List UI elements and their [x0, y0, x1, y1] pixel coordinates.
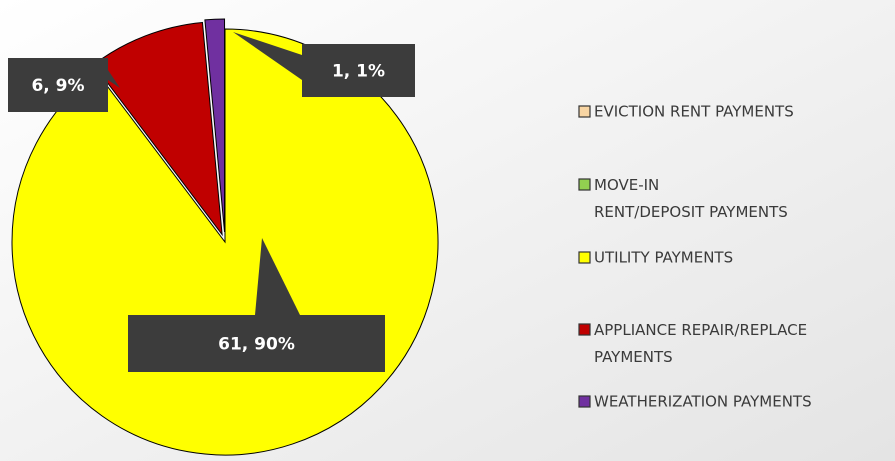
legend-swatch — [578, 395, 591, 408]
pie-slice — [204, 18, 226, 233]
legend-label: UTILITY PAYMENTS — [594, 249, 733, 267]
data-label: 6, 9% — [31, 76, 84, 96]
legend-line: APPLIANCE REPAIR/REPLACE — [594, 321, 812, 339]
legend-swatch — [578, 251, 591, 264]
legend-swatch — [578, 323, 591, 336]
data-label-box — [302, 44, 415, 97]
legend-line: PAYMENTS — [594, 348, 673, 366]
legend-label: EVICTION RENT PAYMENTS — [594, 103, 794, 121]
callout-pointer — [233, 32, 302, 80]
legend-label: MOVE-IN RENT/DEPOSIT PAYMENTS — [594, 176, 788, 221]
legend-label: WEATHERIZATION PAYMENTS — [594, 393, 812, 411]
legend-label: APPLIANCE REPAIR/REPLACE PAYMENTS — [594, 321, 812, 366]
legend-swatch — [578, 105, 591, 118]
legend-line: RENT/DEPOSIT PAYMENTS — [594, 203, 788, 221]
legend-swatch — [578, 178, 591, 191]
data-label: 1, 1% — [332, 62, 385, 82]
data-label-box — [128, 315, 385, 372]
callout-pointer — [255, 238, 300, 315]
data-label-box — [8, 58, 108, 112]
legend-line: MOVE-IN — [594, 176, 664, 194]
data-label: 61, 90% — [218, 335, 295, 355]
